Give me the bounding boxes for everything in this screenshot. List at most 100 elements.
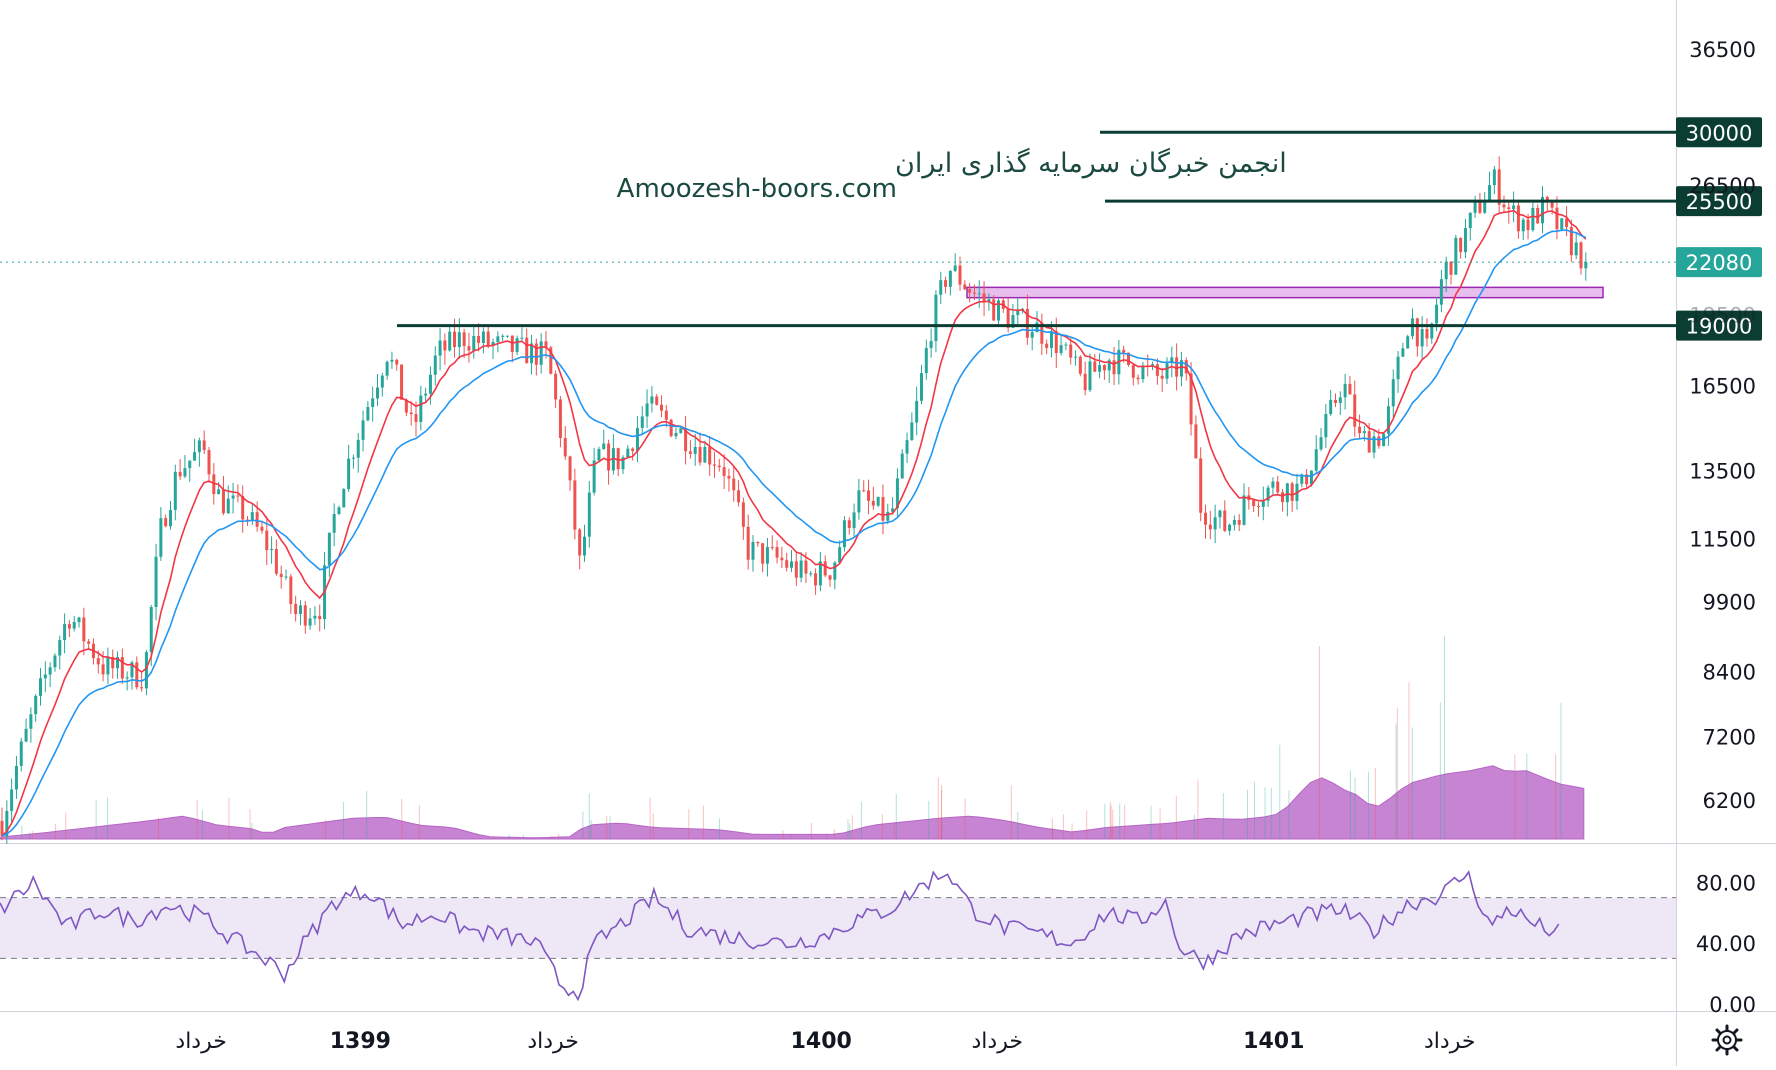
candle-body [1160,375,1164,379]
candle-body [1266,487,1270,501]
candle-body [799,560,803,578]
candle-body [400,364,404,400]
candle-body [1300,474,1304,484]
candle-body [655,396,659,405]
candle-body [298,605,302,614]
candle-body [1305,474,1309,485]
candle-body [1151,364,1155,367]
candle-body [1512,205,1516,210]
settings-gear-icon[interactable] [1711,1024,1743,1056]
candle-body [409,412,413,415]
candle-body [63,624,67,641]
candle-body [1468,212,1472,229]
candle-body [703,447,707,463]
candle-body [756,541,760,544]
candle-body [549,347,553,374]
candle-body [375,387,379,399]
candle-body [790,561,794,568]
candle-body [48,667,52,675]
candle-body [895,478,899,509]
candle-body [1526,219,1530,231]
candle-body [1377,436,1381,447]
level-tag-label-30000: 30000 [1686,121,1753,145]
candle-body [87,641,91,644]
candle-body [1420,329,1424,347]
candle-body [963,284,967,290]
candle-body [621,457,625,470]
candles-layer [0,156,1588,844]
candle-body [525,337,529,364]
candle-body [823,561,827,576]
candle-body [1054,331,1058,354]
volume-average-area [0,765,1585,840]
candle-body [178,471,182,477]
candle-body [1204,512,1208,525]
rsi-line [0,870,1560,1002]
candle-body [722,467,726,476]
candle-body [1232,519,1236,525]
candle-body [1170,357,1174,364]
candle-body [900,453,904,479]
level-tag-19000 [1676,310,1762,341]
candle-body [1237,519,1241,525]
candle-body [1444,261,1448,280]
candle-body [1242,495,1246,525]
rsi-layer [0,870,1676,1002]
candle-body [1285,483,1289,503]
candle-body [10,789,14,811]
candle-body [226,498,230,514]
candle-body [953,265,957,271]
candle-body [404,399,408,413]
candle-body [1040,322,1044,344]
candle-body [279,573,283,578]
candle-body [1497,169,1501,205]
candle-body [968,289,972,293]
candle-body [197,440,201,453]
candle-body [1386,406,1390,434]
candle-body [380,375,384,388]
candle-body [1098,365,1102,372]
time-axis[interactable]: خرداد 1399 خرداد 1400 خرداد 1401 خرداد [175,1029,1475,1054]
candle-body [997,300,1001,321]
candle-body [1126,352,1130,365]
candle-body [140,687,144,689]
candle-body [1555,207,1559,230]
candle-body [0,820,4,836]
candle-body [631,448,635,452]
candle-body [395,359,399,365]
candle-body [924,347,928,374]
candle-body [1507,207,1511,210]
candle-body [96,658,100,665]
candle-body [1165,363,1169,379]
ema-slow-line [1,229,1587,837]
candle-body [530,343,534,364]
candle-body [462,332,466,347]
candle-body [477,335,481,343]
candle-body [1560,218,1564,230]
candle-body [1290,483,1294,501]
candle-body [852,512,856,528]
candle-body [780,557,784,561]
candle-body [838,547,842,563]
candle-body [534,343,538,365]
levels-layer[interactable]: 30000 25500 19000 22080 [0,117,1762,341]
candle-body [881,497,885,521]
candle-body [563,437,567,457]
candle-body [481,331,485,343]
candle-body [231,495,235,499]
price-axis[interactable]: 36500 26500 19500 16500 13500 11500 9900 8400 72… [1689,38,1756,813]
candle-body [785,560,789,568]
support-zone [966,286,1604,299]
candle-body [1228,524,1232,531]
candle-body [1213,517,1217,530]
candle-body [1353,394,1357,427]
candle-body [1521,219,1525,232]
candle-body [77,617,81,623]
candle-body [1223,510,1227,531]
candle-body [1478,202,1482,213]
candle-body [1488,185,1492,202]
candle-body [332,513,336,533]
candle-body [1415,318,1419,347]
